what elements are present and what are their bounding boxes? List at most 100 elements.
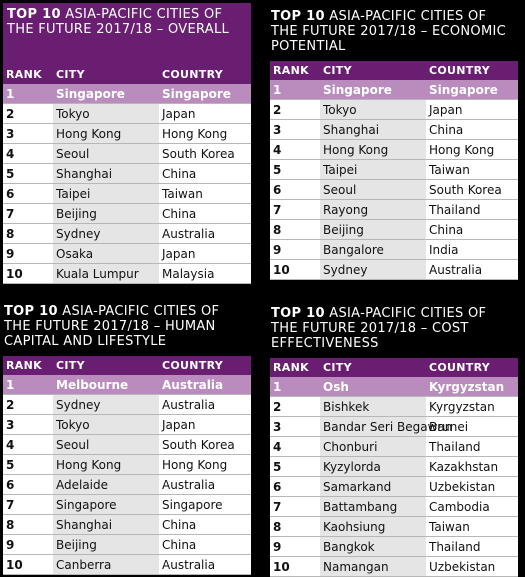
city-header: CITY <box>320 61 426 80</box>
country-cell: Australia <box>159 375 251 395</box>
ranking-table: RANK CITY COUNTRY 1 Singapore Singapore 2 To… <box>270 61 518 280</box>
country-cell: Cambodia <box>426 496 518 517</box>
city-cell: Hong Kong <box>320 139 426 160</box>
city-cell: Bandar Seri Begawan <box>320 416 452 437</box>
rank-cell: 4 <box>270 139 320 160</box>
rank-cell: 7 <box>270 199 320 220</box>
rank-cell: 1 <box>3 84 53 104</box>
rank-cell: 9 <box>270 239 320 260</box>
country-cell: Thailand <box>426 436 518 457</box>
rank-cell: 7 <box>270 496 320 517</box>
country-cell: Uzbekistan <box>426 476 518 497</box>
table-row: 8 Sydney Australia <box>3 223 251 244</box>
city-cell: Kuala Lumpur <box>53 263 159 284</box>
rank-cell: 3 <box>270 119 320 140</box>
header-row: RANK CITY COUNTRY <box>3 356 251 375</box>
country-cell: Brunei <box>426 416 518 437</box>
city-cell: Beijing <box>320 219 426 240</box>
rank-header: RANK <box>3 356 53 375</box>
table-row: 10 Kuala Lumpur Malaysia <box>3 263 251 284</box>
country-cell: Hong Kong <box>159 123 251 144</box>
country-cell: Taiwan <box>426 516 518 537</box>
city-cell: Samarkand <box>320 476 426 497</box>
ranking-table: RANK CITY COUNTRY 1 Singapore Singapore 2 To… <box>3 65 251 284</box>
city-cell: Hong Kong <box>53 123 159 144</box>
rank-cell: 9 <box>3 534 53 555</box>
panel-overall: TOP 10 ASIA-PACIFIC CITIES OF THE FUTURE… <box>3 3 251 284</box>
country-cell: Hong Kong <box>426 139 518 160</box>
rank-cell: 3 <box>3 123 53 144</box>
city-cell: Singapore <box>53 494 159 515</box>
panel-title: TOP 10 ASIA-PACIFIC CITIES OF THE FUTURE… <box>3 300 251 356</box>
rank-cell: 8 <box>3 223 53 244</box>
rank-cell: 2 <box>270 396 320 417</box>
table-row: 6 Adelaide Australia <box>3 474 251 495</box>
table-row: 2 Tokyo Japan <box>3 103 251 124</box>
rank-cell: 10 <box>3 554 53 575</box>
country-cell: Australia <box>159 394 251 415</box>
table-row: 1 Osh Kyrgyzstan <box>270 377 518 397</box>
city-cell: Shanghai <box>53 514 159 535</box>
city-cell: Chonburi <box>320 436 426 457</box>
rank-cell: 4 <box>270 436 320 457</box>
city-header: CITY <box>53 65 159 84</box>
table-row: 9 Bangalore India <box>270 239 518 260</box>
table-row: 9 Bangkok Thailand <box>270 536 518 557</box>
country-cell: Kyrgyzstan <box>426 377 518 397</box>
table-row: 10 Canberra Australia <box>3 554 251 575</box>
title-text: ASIA-PACIFIC CITIES OF THE FUTURE 2017/1… <box>271 9 506 54</box>
rank-cell: 2 <box>270 99 320 120</box>
header-row: RANK CITY COUNTRY <box>270 358 518 377</box>
table-row: 7 Battambang Cambodia <box>270 496 518 517</box>
city-cell: Bangkok <box>320 536 426 557</box>
table-row: 4 Seoul South Korea <box>3 434 251 455</box>
city-cell: Osaka <box>53 243 159 264</box>
country-cell: Thailand <box>426 536 518 557</box>
country-cell: China <box>159 514 251 535</box>
table-row: 6 Seoul South Korea <box>270 179 518 200</box>
city-cell: Canberra <box>53 554 159 575</box>
city-cell: Sydney <box>53 223 159 244</box>
rank-cell: 6 <box>3 474 53 495</box>
rank-cell: 5 <box>3 454 53 475</box>
table-row: 2 Sydney Australia <box>3 394 251 415</box>
panel-economic-potential: TOP 10 ASIA-PACIFIC CITIES OF THE FUTURE… <box>270 5 518 280</box>
city-cell: Melbourne <box>53 375 159 395</box>
table-row: 4 Seoul South Korea <box>3 143 251 164</box>
country-header: COUNTRY <box>159 65 251 84</box>
city-cell: Tokyo <box>53 103 159 124</box>
rank-cell: 5 <box>270 159 320 180</box>
country-cell: Malaysia <box>159 263 251 284</box>
panel-title: TOP 10 ASIA-PACIFIC CITIES OF THE FUTURE… <box>270 5 518 61</box>
rank-cell: 9 <box>270 536 320 557</box>
rank-cell: 9 <box>3 243 53 264</box>
rank-cell: 7 <box>3 203 53 224</box>
country-cell: Thailand <box>426 199 518 220</box>
rank-cell: 10 <box>270 259 320 280</box>
table-row: 8 Kaohsiung Taiwan <box>270 516 518 537</box>
country-cell: South Korea <box>159 143 251 164</box>
rank-cell: 5 <box>3 163 53 184</box>
city-cell: Kaohsiung <box>320 516 426 537</box>
country-cell: China <box>426 119 518 140</box>
city-header: CITY <box>320 358 426 377</box>
table-row: 6 Taipei Taiwan <box>3 183 251 204</box>
city-cell: Bangalore <box>320 239 426 260</box>
table-row: 5 Shanghai China <box>3 163 251 184</box>
city-cell: Singapore <box>53 84 159 104</box>
country-cell: Australia <box>159 223 251 244</box>
header-row: RANK CITY COUNTRY <box>3 65 251 84</box>
table-row: 7 Rayong Thailand <box>270 199 518 220</box>
country-header: COUNTRY <box>159 356 251 375</box>
table-row: 8 Shanghai China <box>3 514 251 535</box>
title-text: ASIA-PACIFIC CITIES OF THE FUTURE 2017/1… <box>7 7 230 37</box>
country-cell: Japan <box>159 103 251 124</box>
title-bold: TOP 10 <box>271 306 325 321</box>
city-cell: Tokyo <box>53 414 159 435</box>
rank-cell: 8 <box>3 514 53 535</box>
country-cell: China <box>159 534 251 555</box>
table-row: 5 Kyzylorda Kazakhstan <box>270 456 518 477</box>
city-cell: Seoul <box>320 179 426 200</box>
rank-cell: 6 <box>3 183 53 204</box>
rank-cell: 1 <box>270 377 320 397</box>
